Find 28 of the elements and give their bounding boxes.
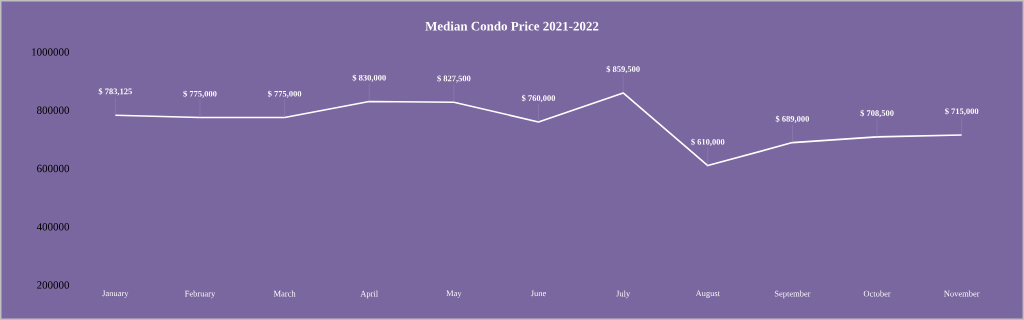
data-label: $ 830,000 bbox=[352, 74, 386, 82]
x-tick-label: July bbox=[616, 290, 631, 299]
chart-title: Median Condo Price 2021-2022 bbox=[425, 21, 599, 31]
data-label: $ 708,500 bbox=[860, 109, 894, 118]
y-tick-label: 200000 bbox=[37, 281, 70, 289]
x-tick-label: January bbox=[102, 290, 129, 298]
y-tick-label: 400000 bbox=[36, 223, 70, 231]
data-label: $ 760,000 bbox=[521, 94, 556, 103]
x-tick-label: June bbox=[530, 290, 546, 297]
data-label: $ 775,000 bbox=[267, 90, 302, 98]
x-tick-label: August bbox=[695, 290, 720, 298]
data-label: $ 783,125 bbox=[98, 88, 132, 96]
data-label: $ 610,000 bbox=[691, 138, 725, 146]
y-tick-label: 1000000 bbox=[32, 48, 70, 56]
data-label: $ 715,000 bbox=[945, 107, 979, 116]
x-tick-label: November bbox=[944, 290, 980, 297]
x-tick-label: March bbox=[273, 290, 296, 297]
y-tick-label: 600000 bbox=[37, 164, 70, 173]
data-label: $ 689,000 bbox=[775, 115, 810, 123]
x-tick-label: May bbox=[446, 290, 462, 298]
x-tick-label: September bbox=[774, 290, 811, 299]
data-label: $ 827,500 bbox=[437, 75, 471, 83]
data-label: $ 859,500 bbox=[606, 65, 640, 74]
x-tick-label: April bbox=[360, 290, 378, 299]
data-label: $ 775,000 bbox=[183, 90, 217, 98]
y-tick-label: 800000 bbox=[37, 106, 70, 114]
x-tick-label: February bbox=[184, 290, 216, 299]
x-tick-label: October bbox=[863, 290, 891, 297]
